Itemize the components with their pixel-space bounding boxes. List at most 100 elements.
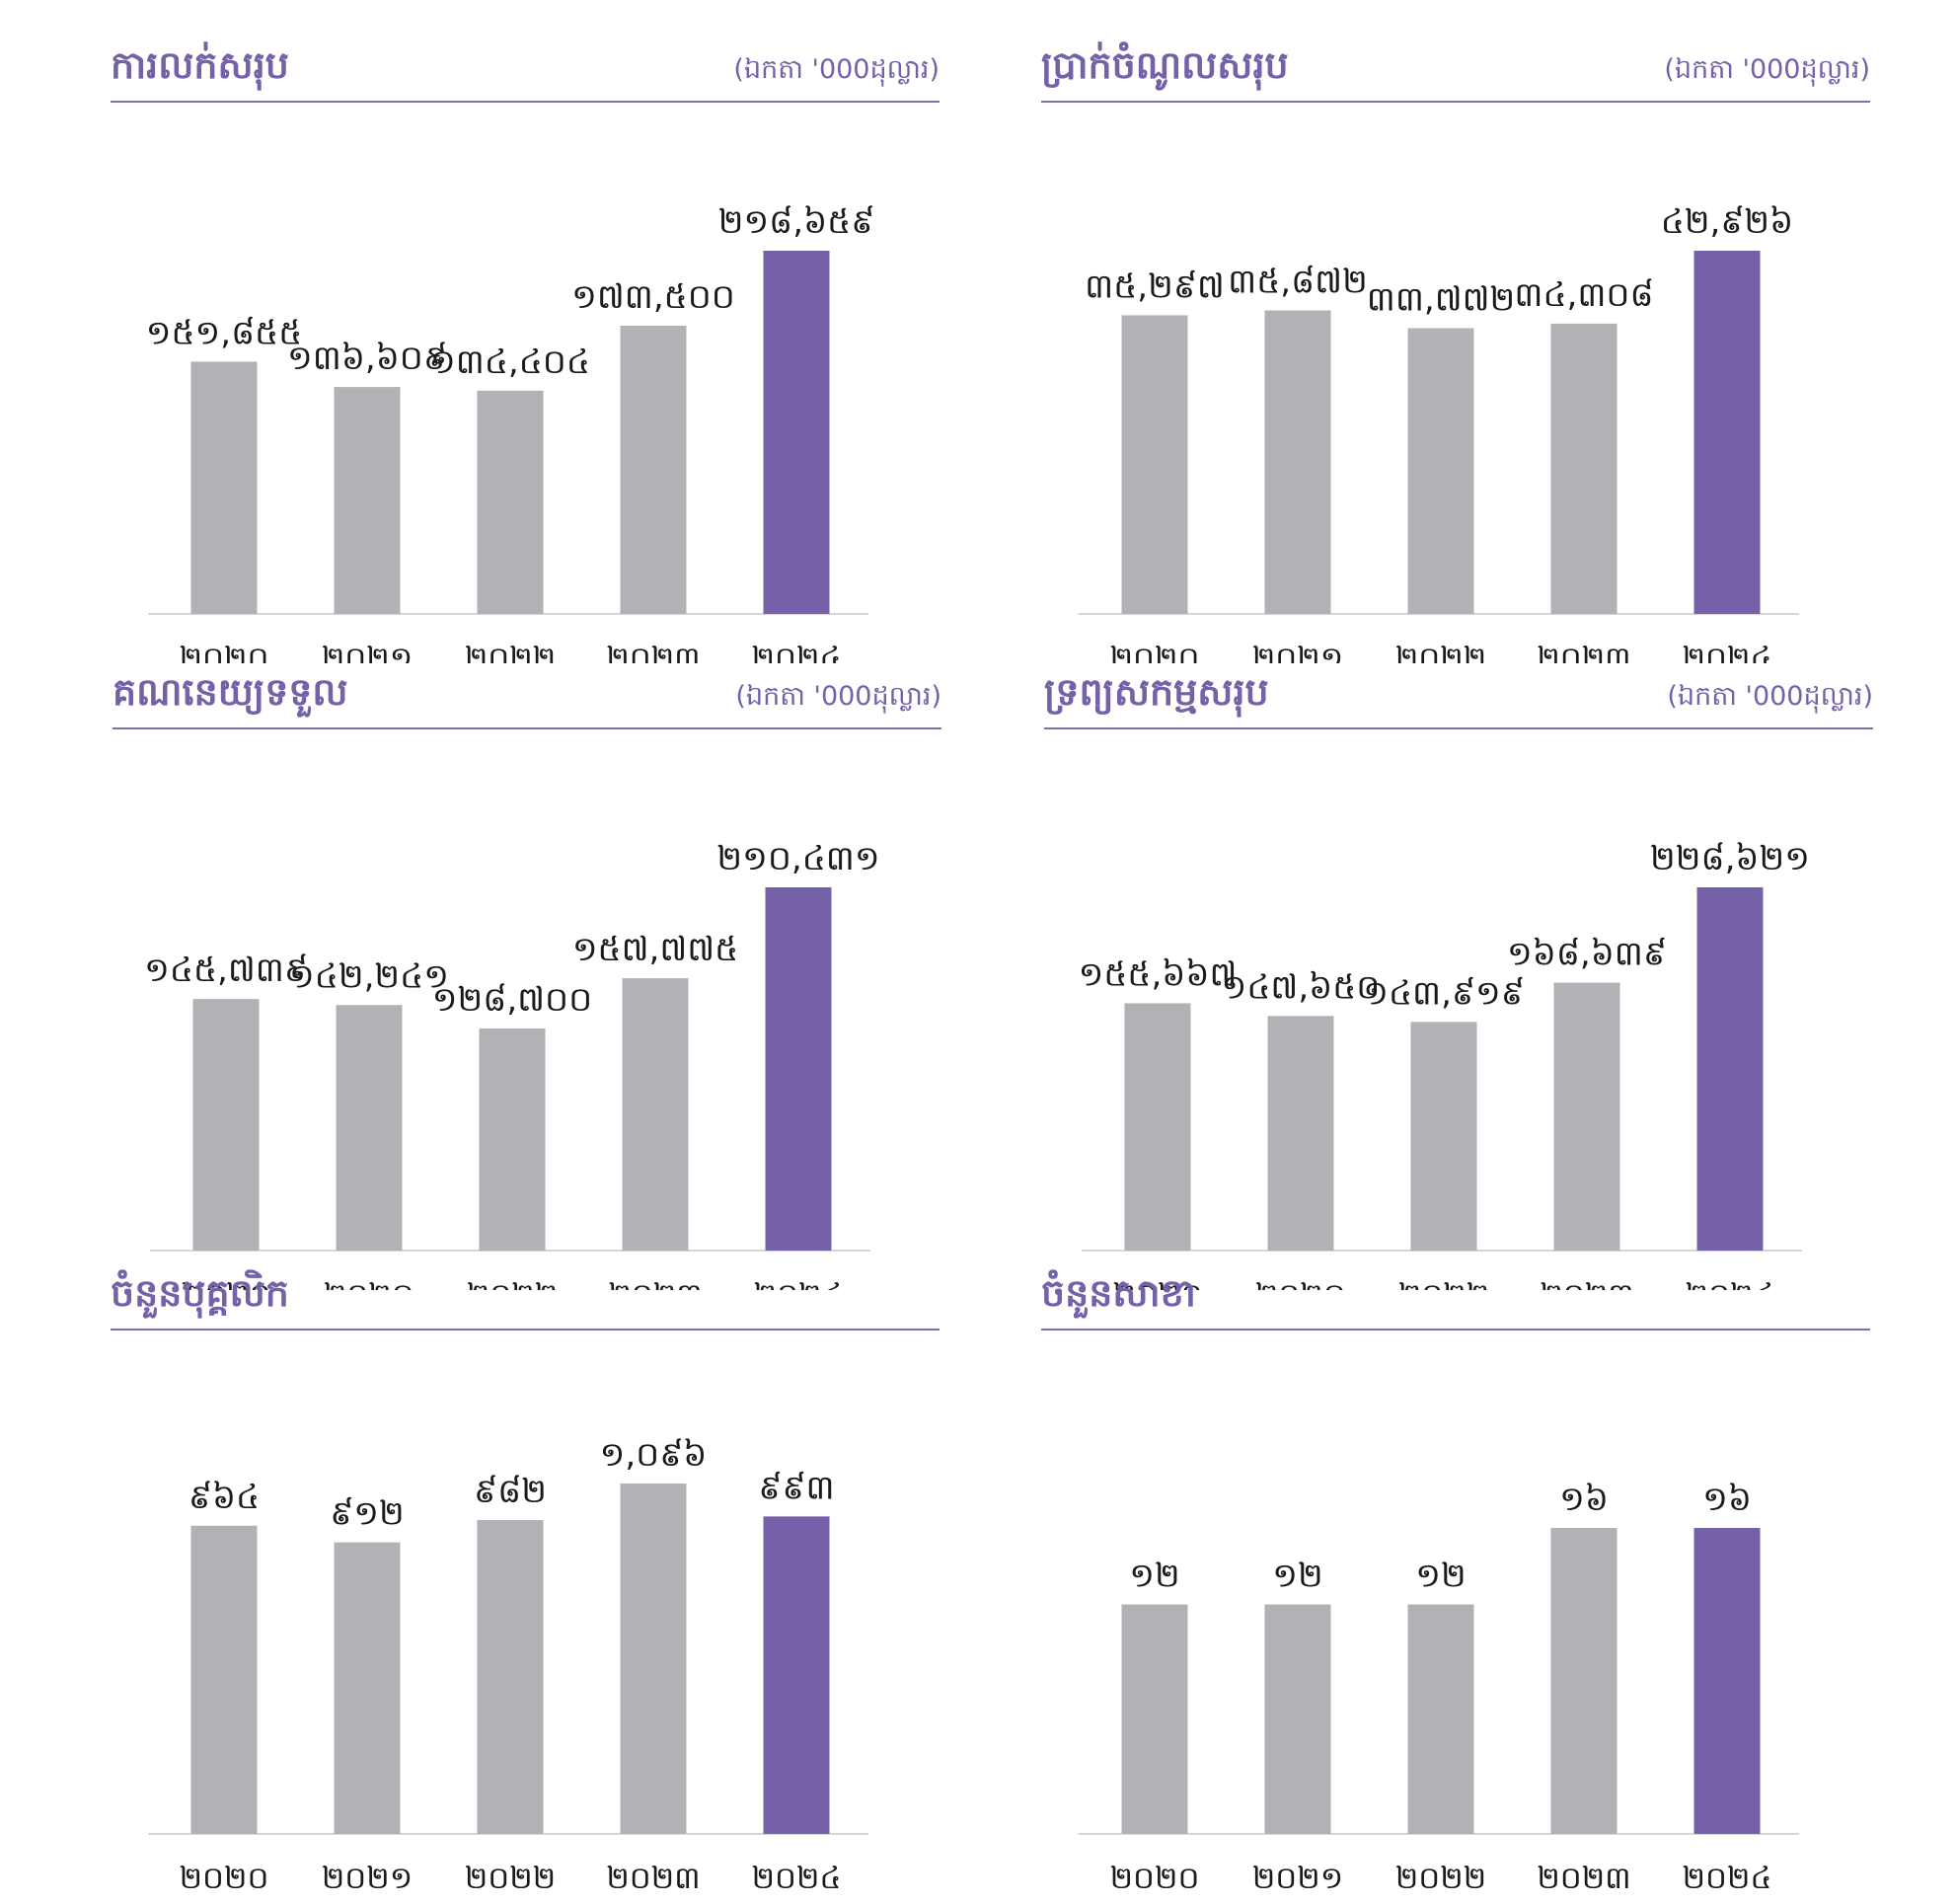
data-label: ១៣៦,៦០៩ (287, 339, 447, 378)
data-label: ១៤៥,៧៣៩ (144, 951, 308, 990)
chart-unit: (ឯកតា '000ដុល្លារ) (733, 54, 940, 85)
bar (190, 361, 258, 614)
data-label: ៣៤,៣០៨ (1514, 275, 1653, 315)
data-label: ១៧៣,៥០០ (571, 277, 735, 317)
data-label: ១២ (1129, 1557, 1179, 1596)
x-tick-label: ២០២៤ (1683, 1861, 1772, 1891)
bar (763, 1516, 830, 1834)
data-label: ២១៨,៦៥៩ (718, 202, 875, 242)
bar (1264, 1604, 1331, 1834)
chart-unit: (ឯកតា '000ដុល្លារ) (735, 681, 941, 712)
bar-chart-receivables: ១៤៥,៧៣៩២០២០ ១៤២,២៤១២០២១ ១២៨,៧០០២០២២ ១៥៧,៧៧៥… (144, 839, 879, 1290)
data-label: ២២៨,៦២១ (1650, 839, 1810, 878)
x-tick-label: ២០២៣ (1537, 1861, 1630, 1891)
data-label: ៣៥,៨៧២ (1228, 262, 1368, 301)
data-label: ១៤៣,៩១៩ (1363, 973, 1525, 1013)
bar (336, 1005, 403, 1251)
bar (479, 1028, 546, 1251)
bar (620, 326, 687, 614)
bar (1550, 1528, 1617, 1834)
bar (1407, 328, 1474, 614)
x-tick-label: ២០២០ (1110, 641, 1200, 663)
title-divider (1041, 1329, 1870, 1331)
x-tick-label: ២០២៣ (1537, 641, 1630, 663)
bar (1550, 323, 1617, 614)
data-label: ៣៣,៧៧២ (1367, 279, 1515, 319)
data-label: ១៤២,២៤១ (289, 956, 449, 996)
data-label: ៤២,៩២៦ (1661, 202, 1794, 242)
bar (1121, 1604, 1188, 1834)
bar (1553, 982, 1620, 1251)
title-divider (111, 1329, 940, 1331)
chart-panel-receivables: គណនេយ្យទទួល (ឯកតា '000ដុល្លារ) ១៤៥,៧៣៩២០… (113, 668, 941, 1290)
bar (190, 1525, 258, 1834)
data-label: ១២ (1415, 1557, 1466, 1596)
title-divider (113, 727, 941, 729)
bar (1267, 1016, 1334, 1251)
chart-title: ចំនួនបុគ្គលិក (111, 1271, 289, 1315)
data-label: ១,០៩៦ (600, 1435, 708, 1475)
bar (765, 887, 832, 1251)
chart-title: គណនេយ្យទទួល (113, 670, 348, 714)
chart-unit: (ឯកតា '000ដុល្លារ) (1664, 54, 1870, 85)
data-label: ៩៨២ (474, 1472, 547, 1511)
x-tick-label: ២០២០ (182, 1277, 271, 1290)
title-divider (111, 101, 940, 103)
x-tick-label: ២០២០ (1110, 1861, 1200, 1891)
x-tick-label: ២០២១ (1252, 641, 1343, 663)
data-label: ១២៨,៧០០ (432, 980, 592, 1020)
chart-panel-branches: ចំនួនសាខា ១២ ២០២០ ១២ ២០២១ ១២ ២០២២ ១៦ ២០២៣ ១៦ ២០២៤ (1041, 1269, 1870, 1891)
bar (1264, 310, 1331, 614)
x-tick-label: ២០២១ (322, 641, 413, 663)
chart-panel-total-sales: ការលក់សរុប (ឯកតា '000ដុល្លារ) ១៥១,៨៥៥ ២០២… (111, 41, 940, 663)
data-label: ៩៩៣ (758, 1468, 834, 1507)
x-tick-label: ២០២៤ (1686, 1277, 1775, 1290)
x-tick-label: ២០២១ (1252, 1861, 1343, 1891)
x-tick-label: ២០២២ (1395, 641, 1486, 663)
chart-title: ទ្រព្យសកម្មសរុប (1044, 670, 1269, 714)
chart-panel-total-income: ប្រាក់ចំណូលសរុប (ឯកតា '000ដុល្លារ) ៣៥,២៩… (1041, 41, 1870, 663)
x-tick-label: ២០២២ (1395, 1861, 1486, 1891)
data-label: ១៣៤,៤០៤ (430, 343, 590, 382)
bar (477, 1519, 544, 1834)
chart-title: ប្រាក់ចំណូលសរុប (1041, 43, 1289, 87)
data-label: ១២ (1272, 1557, 1322, 1596)
data-label: ១៤៧,៦៥០ (1222, 967, 1381, 1007)
chart-title: ចំនួនសាខា (1041, 1271, 1196, 1315)
x-tick-label: ២០២០ (180, 641, 269, 663)
x-tick-label: ២០២០ (1113, 1277, 1203, 1290)
chart-unit: (ឯកតា '000ដុល្លារ) (1667, 681, 1873, 712)
data-label: ១៥១,៨៥៥ (146, 313, 303, 352)
data-label: ១៥៧,៧៧៥ (572, 930, 738, 969)
title-divider (1041, 101, 1870, 103)
x-tick-label: ២០២៤ (754, 1277, 844, 1290)
bar (1121, 315, 1188, 614)
title-divider (1044, 727, 1873, 729)
x-tick-label: ២០២២ (465, 641, 556, 663)
bar (1696, 887, 1764, 1251)
x-tick-label: ២០២៣ (608, 1277, 702, 1290)
x-tick-label: ២០២២ (465, 1861, 556, 1891)
bar (1407, 1604, 1474, 1834)
x-tick-label: ២០២១ (322, 1861, 413, 1891)
bar (1410, 1022, 1477, 1251)
data-label: ៣៥,២៩៧ (1085, 267, 1225, 306)
bar (334, 387, 401, 614)
x-tick-label: ២០២១ (324, 1277, 414, 1290)
x-tick-label: ២០២៤ (1683, 641, 1772, 663)
data-label: ១៦៨,៦៣៩ (1507, 935, 1667, 974)
x-tick-label: ២០២៤ (752, 1861, 842, 1891)
x-tick-label: ២០២៣ (606, 641, 700, 663)
data-label: ១៥៥,៦៦៧ (1079, 954, 1238, 994)
bar (620, 1484, 687, 1834)
bar (334, 1542, 401, 1834)
bar-chart-total-assets: ១៥៥,៦៦៧២០២០ ១៤៧,៦៥០២០២១ ១៤៣,៩១៩២០២២ ១៦៨,៦៣៩… (1079, 839, 1810, 1290)
x-tick-label: ២០២២ (467, 1277, 558, 1290)
data-label: ៩១២ (330, 1494, 405, 1534)
data-label: ១៦ (1702, 1480, 1752, 1519)
bar (622, 978, 689, 1251)
x-tick-label: ២០២០ (180, 1861, 269, 1891)
